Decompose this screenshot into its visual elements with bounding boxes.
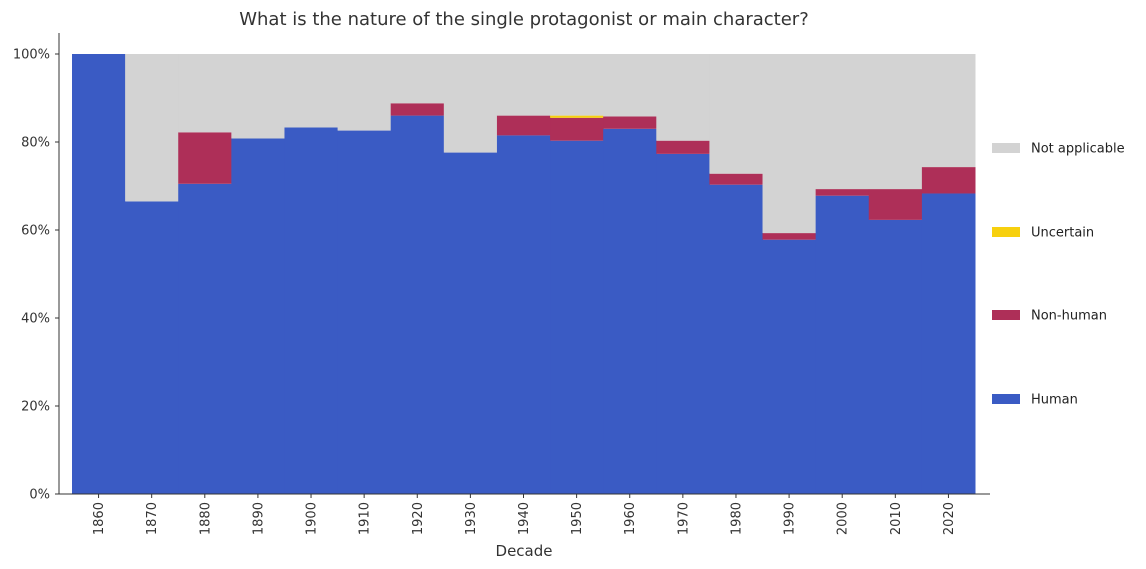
legend-swatch-human (992, 394, 1020, 404)
bar-human-2010 (868, 219, 923, 494)
bar-not-applicable-2010 (868, 54, 923, 190)
legend-label-not-applicable: Not applicable (1031, 142, 1125, 157)
x-tick-label: 1910 (358, 502, 373, 535)
x-tick-label: 2020 (942, 502, 957, 535)
bar-not-applicable-1970 (656, 54, 710, 141)
chart-title: What is the nature of the single protago… (239, 9, 809, 30)
bar-not-applicable-1930 (443, 54, 498, 153)
bar-non-human-1980 (709, 173, 764, 185)
x-tick-label: 1940 (517, 502, 532, 535)
x-tick-label: 1900 (305, 502, 320, 535)
bar-human-1870 (125, 201, 179, 494)
y-tick-label: 0% (29, 488, 50, 503)
x-tick-label: 1890 (251, 502, 266, 535)
bar-human-1990 (762, 239, 817, 494)
x-tick-label: 1920 (411, 502, 426, 535)
bar-not-applicable-1890 (231, 54, 285, 139)
bars-layer (72, 54, 976, 495)
bar-not-applicable-1990 (762, 54, 817, 234)
x-tick-label: 2000 (836, 502, 851, 535)
bar-not-applicable-1950 (550, 54, 604, 116)
bar-human-1890 (231, 138, 285, 495)
y-ticks: 0% 20% 40% 60% 80% 100% (13, 48, 59, 503)
bar-human-1920 (390, 115, 445, 494)
bar-human-1960 (603, 128, 657, 495)
x-tick-label: 1960 (623, 502, 638, 535)
y-tick-label: 20% (21, 400, 50, 415)
bar-non-human-1960 (603, 116, 657, 129)
legend-label-uncertain: Uncertain (1031, 226, 1094, 241)
y-tick-label: 80% (21, 136, 50, 151)
x-tick-label: 1860 (92, 502, 107, 535)
axes-layer (58, 33, 990, 495)
y-tick-label: 40% (21, 312, 50, 327)
bar-non-human-1920 (390, 103, 445, 116)
x-tick-label: 2010 (889, 502, 904, 535)
bar-human-1910 (337, 130, 392, 494)
bar-human-1980 (709, 184, 764, 494)
bar-not-applicable-1920 (390, 54, 445, 104)
bar-human-1860 (72, 54, 126, 494)
bar-not-applicable-1960 (603, 54, 657, 117)
x-tick-label: 1980 (729, 502, 744, 535)
bar-not-applicable-2020 (921, 54, 976, 168)
x-axis-title: Decade (496, 542, 553, 560)
bar-non-human-1950 (550, 117, 604, 141)
bar-non-human-1880 (178, 132, 232, 184)
bar-not-applicable-2000 (815, 54, 870, 190)
x-ticks: 1860 1870 1880 1890 1900 1910 1920 1930 1940 1950… (92, 494, 957, 535)
bar-human-1940 (496, 135, 551, 494)
bar-uncertain-1950 (550, 115, 604, 118)
bar-non-human-2020 (921, 167, 976, 194)
y-tick-label: 60% (21, 224, 50, 239)
bar-non-human-2010 (868, 189, 923, 220)
legend: Not applicable Uncertain Non-human Human (992, 142, 1125, 408)
legend-label-human: Human (1031, 393, 1078, 408)
y-tick-label: 100% (13, 48, 50, 63)
x-tick-label: 1970 (676, 502, 691, 535)
bar-human-2020 (921, 193, 976, 495)
bar-non-human-2000 (815, 189, 870, 196)
x-tick-label: 1990 (783, 502, 798, 535)
x-tick-label: 1870 (145, 502, 160, 535)
bar-not-applicable-1880 (178, 54, 232, 133)
legend-swatch-uncertain (992, 227, 1020, 237)
bar-not-applicable-1940 (496, 54, 551, 116)
bar-human-2000 (815, 195, 870, 494)
legend-label-non-human: Non-human (1031, 309, 1107, 324)
legend-swatch-non-human (992, 310, 1020, 320)
bar-human-1970 (656, 153, 710, 494)
bar-human-1950 (550, 140, 604, 494)
legend-swatch-not-applicable (992, 143, 1020, 153)
bar-non-human-1970 (656, 140, 710, 154)
x-tick-label: 1880 (198, 502, 213, 535)
x-tick-label: 1950 (570, 502, 585, 535)
bar-not-applicable-1980 (709, 54, 764, 174)
x-tick-label: 1930 (464, 502, 479, 535)
bar-not-applicable-1900 (284, 54, 339, 128)
bar-non-human-1990 (762, 233, 817, 240)
bar-not-applicable-1910 (337, 54, 392, 131)
bar-human-1880 (178, 183, 232, 495)
bar-not-applicable-1870 (125, 54, 179, 202)
bar-human-1900 (284, 127, 339, 494)
bar-non-human-1940 (496, 115, 551, 136)
bar-human-1930 (443, 152, 498, 494)
